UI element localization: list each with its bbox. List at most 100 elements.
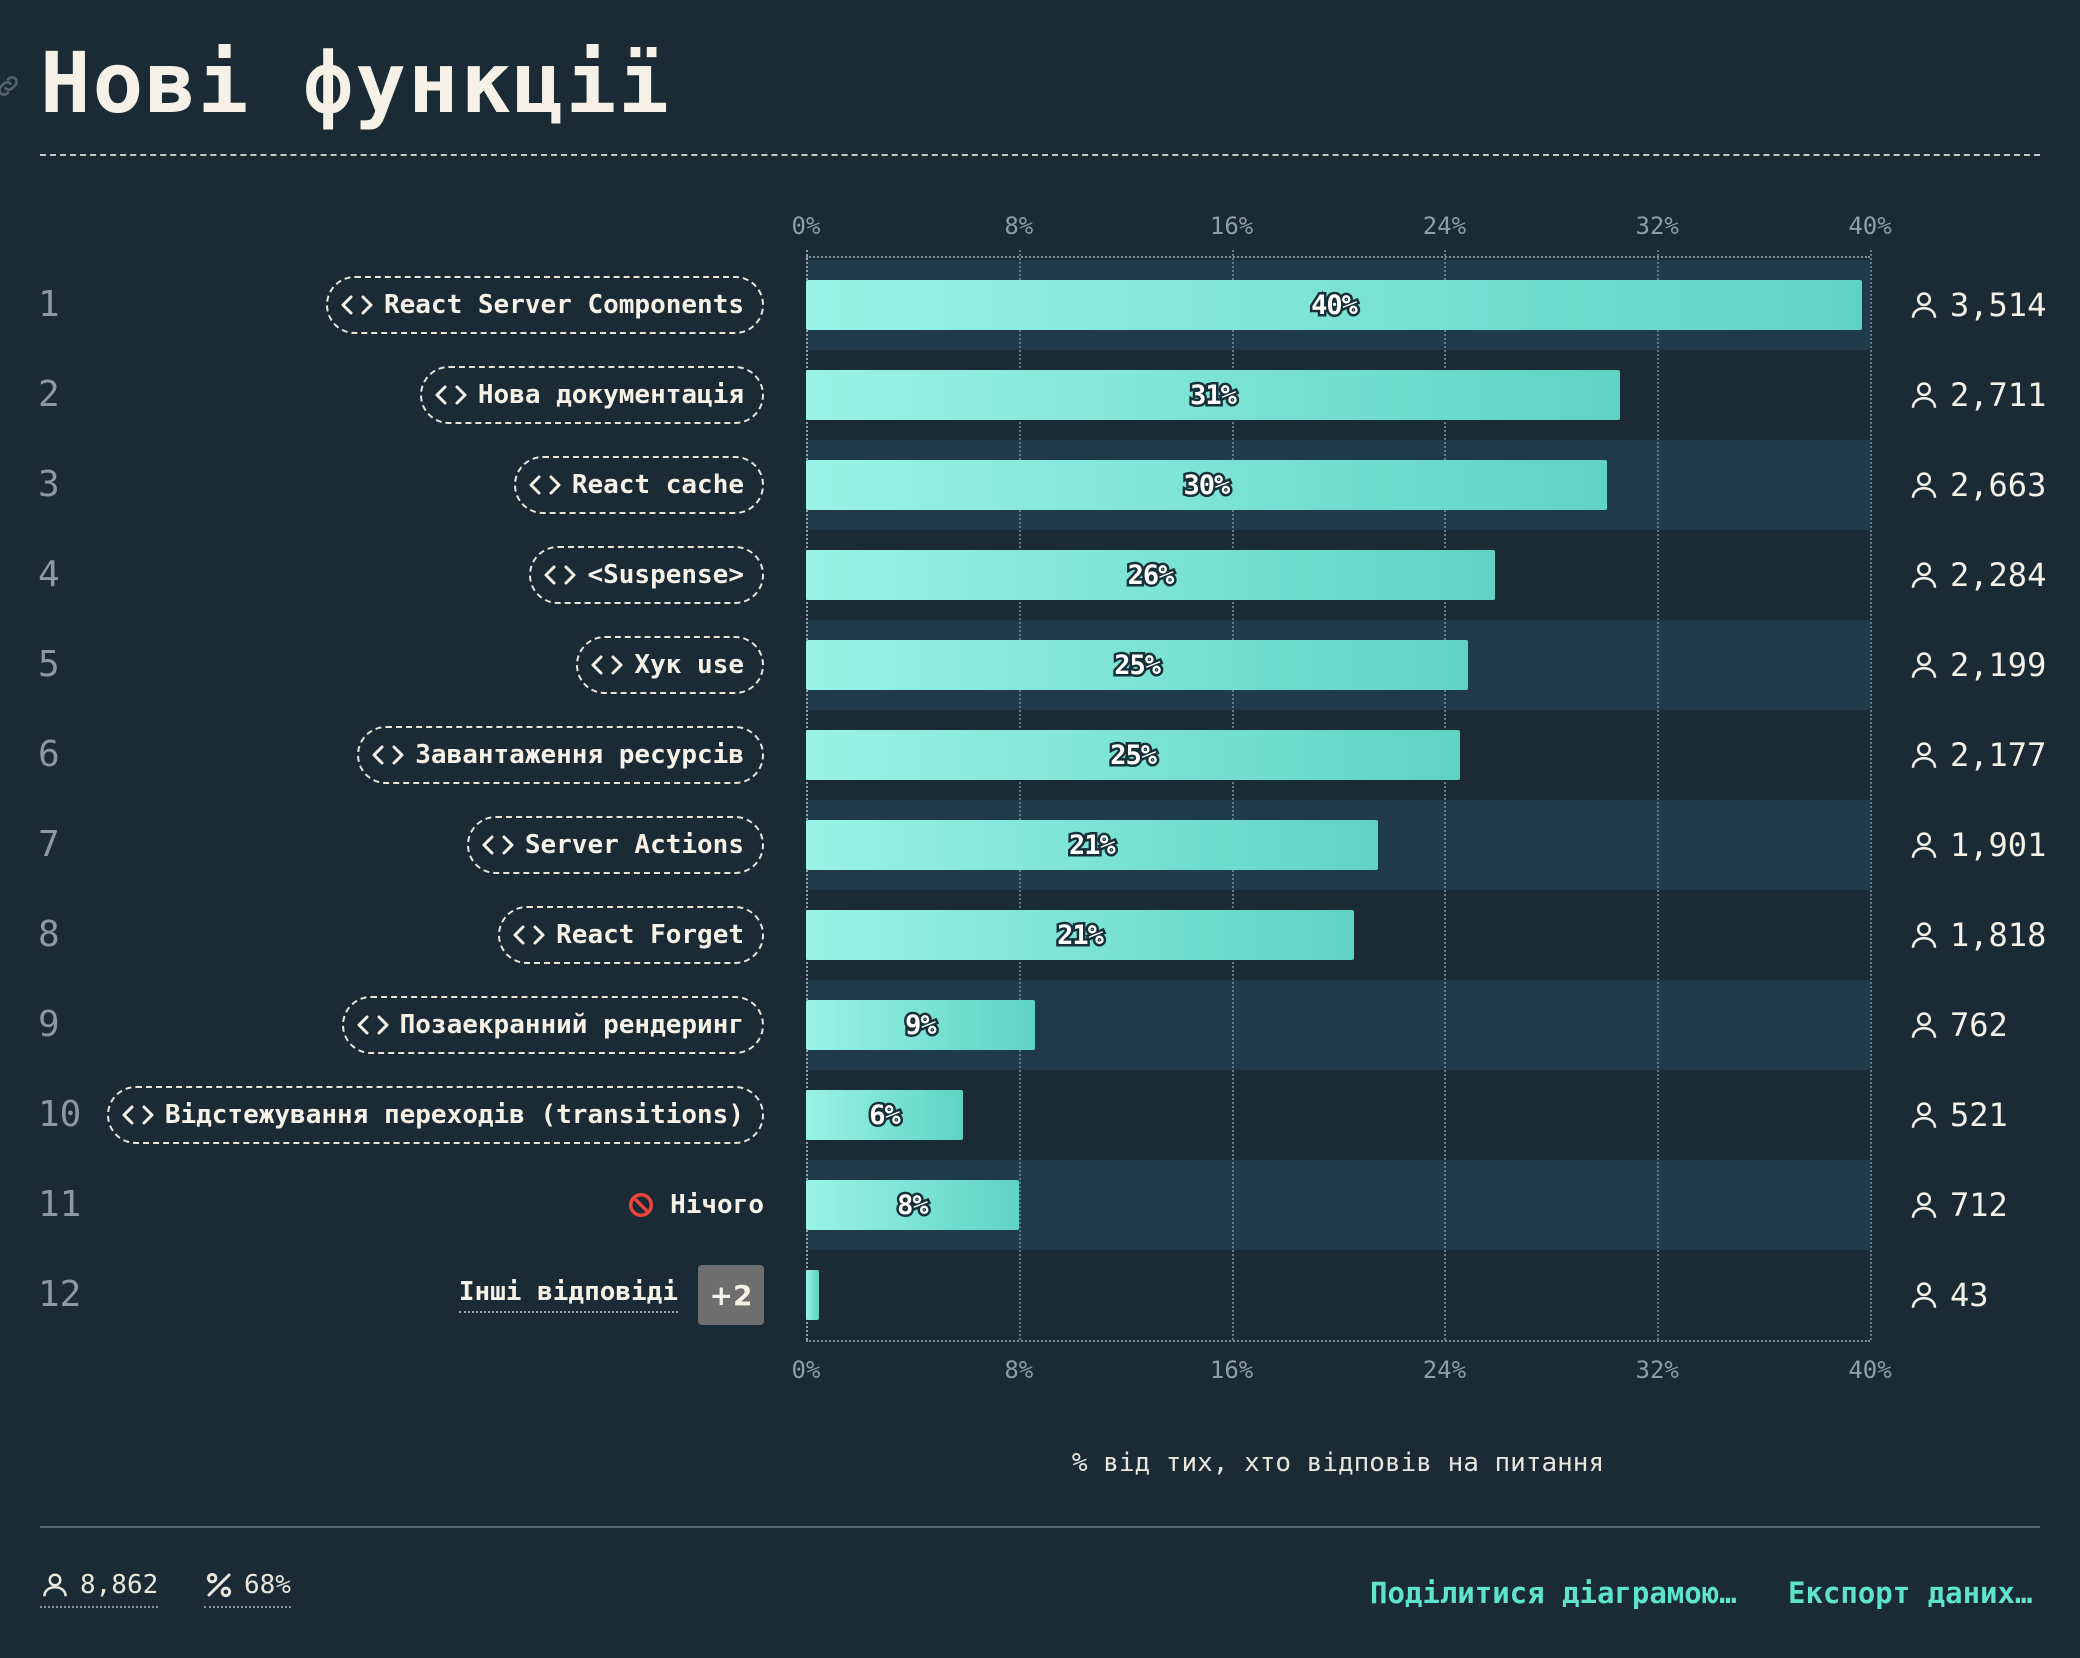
x-tick-label-top: 16% xyxy=(1209,212,1254,240)
bar[interactable] xyxy=(806,640,1469,690)
bar[interactable] xyxy=(806,550,1495,600)
respondent-count-value: 2,177 xyxy=(1950,736,2047,774)
bar[interactable] xyxy=(806,730,1461,780)
user-icon xyxy=(1911,562,1937,588)
rank-number: 1 xyxy=(38,284,60,325)
respondent-count-value: 2,284 xyxy=(1950,556,2047,594)
export-data-link[interactable]: Експорт даних… xyxy=(1788,1576,2033,1610)
user-icon xyxy=(1911,1282,1937,1308)
user-icon xyxy=(1911,472,1937,498)
rank-number: 2 xyxy=(38,374,60,415)
category-label: Відстежування переходів (transitions) xyxy=(164,1100,744,1130)
bar[interactable] xyxy=(806,910,1354,960)
bar[interactable] xyxy=(806,1270,820,1320)
percent-icon xyxy=(206,1572,232,1598)
user-icon xyxy=(1911,1102,1937,1128)
rank-number: 8 xyxy=(38,914,60,955)
bar-value-label: 40% xyxy=(1309,287,1361,323)
respondent-count: 1,818 xyxy=(1910,915,2046,955)
bar[interactable] xyxy=(806,460,1607,510)
respondent-count-value: 712 xyxy=(1950,1186,2008,1224)
rank-number: 3 xyxy=(38,464,60,505)
category-label-pill[interactable]: React Server Components xyxy=(325,276,764,334)
respondents-count: 8,862 xyxy=(80,1570,159,1600)
bar[interactable] xyxy=(806,1180,1019,1230)
bar-value-label: 31% xyxy=(1188,377,1240,413)
bar[interactable] xyxy=(806,820,1378,870)
percent-answered-stat[interactable]: 68% xyxy=(204,1570,291,1608)
respondent-count: 43 xyxy=(1910,1275,1989,1315)
category-label-pill[interactable]: <Suspense> xyxy=(529,546,764,604)
code-icon xyxy=(341,295,373,315)
user-icon xyxy=(1911,652,1937,678)
x-tick-label-top: 0% xyxy=(791,212,821,240)
category-label-pill[interactable]: Відстежування переходів (transitions) xyxy=(106,1086,764,1144)
user-icon xyxy=(1911,742,1937,768)
bar[interactable] xyxy=(806,280,1863,330)
code-icon xyxy=(513,925,545,945)
respondent-count: 2,711 xyxy=(1910,375,2046,415)
x-tick-label-top: 8% xyxy=(1004,212,1034,240)
category-label-pill[interactable]: Хук use xyxy=(576,636,764,694)
category-label: Server Actions xyxy=(524,830,744,860)
user-icon xyxy=(43,1573,67,1597)
bar-value-label: 6% xyxy=(867,1097,904,1133)
share-chart-link[interactable]: Поділитися діаграмою… xyxy=(1370,1576,1737,1610)
code-icon xyxy=(357,1015,389,1035)
footer-divider xyxy=(40,1526,2040,1528)
prohibited-icon xyxy=(629,1192,654,1218)
user-icon xyxy=(1911,292,1937,318)
category-label-pill[interactable]: React cache xyxy=(513,456,764,514)
category-label: React cache xyxy=(571,470,744,500)
code-icon xyxy=(482,835,514,855)
respondent-count-value: 2,711 xyxy=(1950,376,2047,414)
user-icon xyxy=(1911,832,1937,858)
gridline xyxy=(1018,250,1021,1340)
x-tick-label-bottom: 32% xyxy=(1635,1356,1679,1384)
title-divider xyxy=(40,154,2040,156)
category-label-other: Інші відповіді +2 xyxy=(458,1265,764,1325)
user-icon xyxy=(1911,1012,1937,1038)
bar[interactable] xyxy=(806,370,1620,420)
rank-number: 6 xyxy=(38,734,60,775)
bar[interactable] xyxy=(806,1000,1035,1050)
category-label: Хук use xyxy=(634,650,744,680)
category-label: Завантаження ресурсів xyxy=(415,740,744,770)
respondents-stat[interactable]: 8,862 xyxy=(40,1570,159,1608)
respondent-count: 3,514 xyxy=(1910,285,2046,325)
other-answers-count-badge[interactable]: +2 xyxy=(698,1265,764,1325)
bar[interactable] xyxy=(806,1090,963,1140)
bar-value-label: 21% xyxy=(1067,827,1119,863)
user-icon xyxy=(1911,1192,1937,1218)
gridline xyxy=(1870,250,1872,1340)
category-label: <Suspense> xyxy=(587,560,744,590)
category-label-pill[interactable]: Позаекранний рендеринг xyxy=(341,996,764,1054)
bar-value-label: 30% xyxy=(1181,467,1233,503)
category-label: React Server Components xyxy=(383,290,744,320)
category-label: React Forget xyxy=(556,920,744,950)
x-tick-label-bottom: 0% xyxy=(791,1356,821,1384)
percent-answered-value: 68% xyxy=(244,1570,291,1600)
code-icon xyxy=(435,385,467,405)
respondent-count: 2,177 xyxy=(1910,735,2046,775)
gridline xyxy=(1657,250,1660,1340)
x-axis-line xyxy=(806,1340,1870,1342)
bar-value-label: 25% xyxy=(1112,647,1164,683)
x-tick-label-bottom: 24% xyxy=(1422,1356,1467,1384)
respondent-count-value: 521 xyxy=(1950,1096,2008,1134)
bar-value-label: 21% xyxy=(1055,917,1107,953)
rank-number: 5 xyxy=(38,644,60,685)
respondent-count: 2,663 xyxy=(1910,465,2046,505)
category-label-none: Нічого xyxy=(628,1185,764,1225)
other-answers-link[interactable]: Інші відповіді xyxy=(458,1277,678,1313)
respondent-count-value: 1,818 xyxy=(1950,916,2047,954)
code-icon xyxy=(372,745,404,765)
category-label-pill[interactable]: Завантаження ресурсів xyxy=(357,726,764,784)
respondent-count-value: 2,663 xyxy=(1950,466,2047,504)
category-label-pill[interactable]: Нова документація xyxy=(419,366,764,424)
category-label-pill[interactable]: React Forget xyxy=(498,906,764,964)
rank-number: 12 xyxy=(38,1274,82,1315)
category-label-pill[interactable]: Server Actions xyxy=(466,816,764,874)
link-icon[interactable] xyxy=(0,72,22,100)
code-icon xyxy=(591,655,623,675)
